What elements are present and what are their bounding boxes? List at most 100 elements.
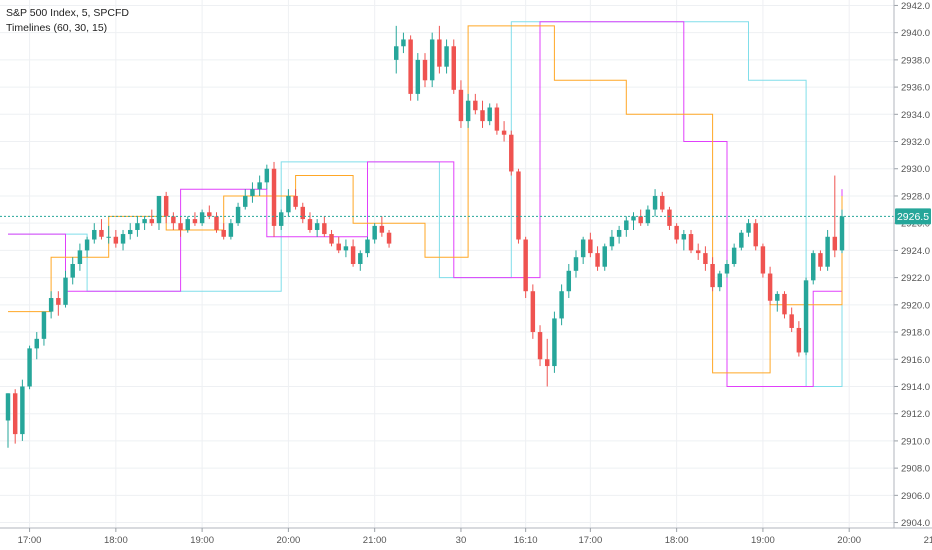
candle (782, 291, 787, 319)
price-tick-label: 2906.0 (901, 491, 930, 502)
candle (120, 229, 126, 251)
candle (307, 212, 313, 233)
candle (494, 103, 500, 135)
candle (149, 209, 155, 226)
candle (501, 121, 507, 142)
candle (760, 243, 766, 278)
candle (789, 307, 794, 333)
candle (257, 175, 262, 196)
candle (401, 32, 406, 54)
time-tick-label: 21:00 (363, 535, 387, 546)
time-tick-label: 16:10 (514, 535, 538, 546)
candle (695, 243, 701, 260)
candle (803, 277, 809, 356)
candle (724, 259, 730, 278)
candle (394, 25, 399, 74)
candle (350, 239, 356, 267)
price-tick-label: 2922.0 (901, 273, 930, 284)
candle (314, 219, 320, 237)
candle (458, 80, 464, 128)
candle (559, 284, 564, 326)
candle (185, 216, 190, 233)
candle (156, 195, 162, 230)
candle (329, 229, 334, 247)
candle (56, 291, 61, 316)
candle (379, 216, 385, 237)
candle (516, 168, 521, 244)
time-axis[interactable]: 17:00 18:00 19:00 20:00 21:00 30 16:10 17:00 18:… (0, 527, 932, 546)
candle (322, 216, 327, 237)
candle (595, 246, 600, 271)
candle (221, 223, 226, 240)
candle (573, 250, 579, 278)
candle (178, 216, 183, 237)
candle (84, 236, 90, 258)
candle (717, 270, 723, 292)
candle (645, 205, 651, 226)
last-price-label: 2926.5 (895, 208, 931, 225)
candle (437, 25, 442, 74)
candle (77, 243, 83, 271)
price-tick-label: 2904.0 (901, 518, 930, 529)
candle (523, 236, 528, 299)
price-tick-label: 2914.0 (901, 382, 930, 393)
candle (688, 229, 694, 254)
candle (451, 39, 456, 94)
candle (20, 379, 25, 441)
time-tick-label: 19:00 (751, 535, 775, 546)
candle (811, 250, 816, 285)
candle (480, 100, 485, 128)
candle (271, 161, 277, 237)
candle (825, 229, 830, 271)
candle (70, 257, 75, 285)
candle (624, 216, 629, 237)
time-tick-label: 30 (456, 535, 467, 546)
time-tick-label: 18:00 (104, 535, 128, 546)
candle (710, 257, 715, 292)
candle (444, 39, 449, 74)
candle (674, 223, 679, 244)
candle (818, 250, 823, 271)
candle (429, 32, 435, 88)
price-tick-label: 2928.0 (901, 191, 930, 202)
candle (767, 266, 773, 305)
price-tick-label: 2932.0 (901, 137, 930, 148)
price-tick-label: 2930.0 (901, 164, 930, 175)
candle (63, 270, 68, 308)
candle (408, 35, 413, 101)
candle (336, 236, 341, 254)
candles (5, 25, 845, 448)
candle (228, 219, 234, 240)
price-tick-label: 2920.0 (901, 300, 930, 311)
price-tick-label: 2934.0 (901, 110, 930, 121)
candle (243, 189, 248, 210)
candle (753, 219, 758, 251)
candle (473, 93, 478, 115)
price-tick-label: 2912.0 (901, 409, 930, 420)
candle (667, 206, 672, 230)
candle (92, 223, 97, 244)
candle (163, 191, 169, 224)
candle (544, 338, 550, 387)
candle (135, 216, 140, 237)
candle (631, 212, 636, 230)
candle (113, 229, 119, 248)
candle (48, 291, 54, 319)
candle (660, 191, 665, 213)
candle (465, 93, 471, 128)
symbol-title: S&P 500 Index, 5, SPCFD (6, 7, 129, 19)
candle (343, 239, 349, 258)
candle (616, 225, 622, 244)
indicator-title: Timelines (60, 30, 15) (6, 22, 108, 34)
candle (365, 236, 370, 258)
candle (12, 389, 18, 444)
candle (609, 229, 615, 251)
candle (487, 103, 492, 126)
price-tick-label: 2936.0 (901, 83, 930, 94)
candle (537, 325, 543, 367)
price-tick-label: 2938.0 (901, 55, 930, 66)
time-tick-label: 20:00 (837, 535, 861, 546)
price-tick-label: 2918.0 (901, 328, 930, 339)
candle (731, 243, 737, 267)
